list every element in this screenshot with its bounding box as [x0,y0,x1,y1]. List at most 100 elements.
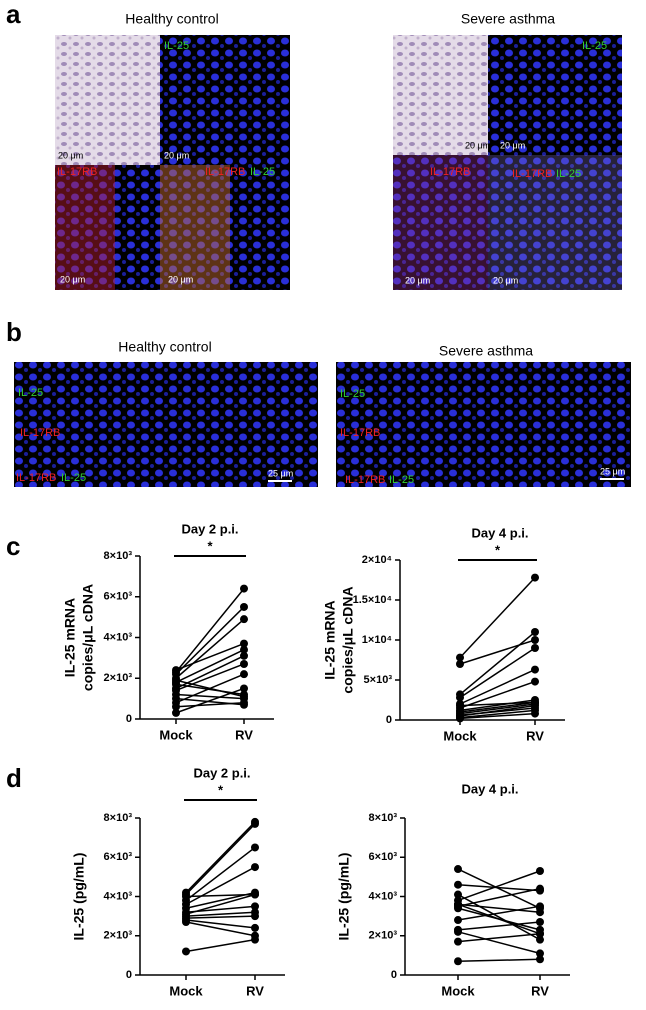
y-tick-label: 5×10³ [364,674,393,686]
pair-line [459,701,536,713]
point [454,880,462,889]
point [251,890,259,899]
y-tick-label: 8×10³ [369,812,398,824]
point [536,935,544,944]
pair-line [185,919,256,929]
point [182,947,190,956]
point [251,935,259,944]
pair-line [459,709,536,719]
pair-line [175,618,245,679]
pair-line [185,823,256,896]
micrographs-a [55,35,622,290]
x-tick-label: Mock [169,983,203,998]
if-strip [336,362,631,487]
pair-line [175,663,245,692]
y-axis-label: copies/μL cDNA [340,586,356,693]
stain-label: IL-25 [164,40,189,52]
pair-line [175,588,245,673]
significance: * [495,542,501,557]
point [456,653,464,662]
y-tick-label: 2×10³ [104,930,133,942]
pair-line [459,631,536,695]
y-tick-label: 0 [391,969,397,981]
pair-line [457,893,541,941]
pair-line [175,642,245,671]
point [251,912,259,921]
if-image [488,35,622,155]
stain-label: IL-17RB [345,474,385,486]
y-tick-label: 4×10³ [104,890,133,902]
stain-label: IL-25 [556,168,581,180]
stain-overlay [488,155,622,290]
chart-title: Day 2 p.i. [193,765,250,780]
y-axis-label: IL-25 mRNA [62,598,78,677]
pair-line [175,697,245,706]
group-title: Severe asthma [461,11,555,27]
x-tick-label: RV [531,983,549,998]
point [454,937,462,946]
pair-line [457,903,541,935]
if-strip [14,362,318,487]
pair-line [457,883,541,892]
point [536,902,544,911]
point [456,711,464,720]
pair-line [457,931,541,955]
pair-line [457,903,541,913]
point [240,659,248,668]
point [251,843,259,852]
point [536,884,544,893]
he-image [393,35,488,155]
point [531,636,539,644]
panel-label: a [6,0,21,29]
stain-label: IL-17RB [512,168,552,180]
pair-line [459,639,536,665]
pair-line [185,866,256,906]
stain-overlay [160,165,230,290]
chart-title: Day 4 p.i. [461,781,518,796]
x-tick-label: Mock [441,983,475,998]
stain-label: IL-25 [18,387,43,399]
stain-label: IL-17RB [57,166,97,178]
point [531,704,539,712]
scale-label: 20 μm [493,275,518,285]
y-axis-label: IL-25 (pg/mL) [336,853,352,941]
stain-label: IL-25 [61,472,86,484]
point [536,908,544,917]
stain-overlay [393,155,488,290]
point [536,918,544,927]
scale-label: 20 μm [58,150,83,160]
y-axis-label: IL-25 mRNA [322,600,338,679]
scale-label: 20 μm [164,150,189,160]
point [536,866,544,875]
group-title: Severe asthma [439,343,533,359]
stain-label: IL-17RB [430,166,470,178]
scale-label: 20 μm [60,274,85,284]
pair-line [459,701,536,707]
stain-label: IL-17RB [16,472,56,484]
pair-line [185,911,256,917]
pair-line [459,712,536,720]
stain-label: IL-17RB [205,166,245,178]
point [182,910,190,919]
group-title: Healthy control [118,339,211,355]
panel-label: d [6,763,22,793]
stain-label: IL-25 [582,40,607,52]
point [251,902,259,911]
scale-label: 20 μm [465,140,490,150]
stain-label: IL-17RB [340,427,380,439]
y-tick-label: 6×10³ [104,591,133,603]
point [454,957,462,966]
point [531,709,539,718]
pair-line [175,655,245,690]
y-tick-label: 8×10³ [104,550,133,562]
y-tick-label: 4×10³ [369,890,398,902]
x-tick-label: RV [526,728,544,743]
point [531,628,539,636]
point [240,639,248,648]
pair-line [175,693,245,700]
point [456,693,464,702]
point [531,698,539,707]
point [454,900,462,909]
if-image [55,165,160,290]
